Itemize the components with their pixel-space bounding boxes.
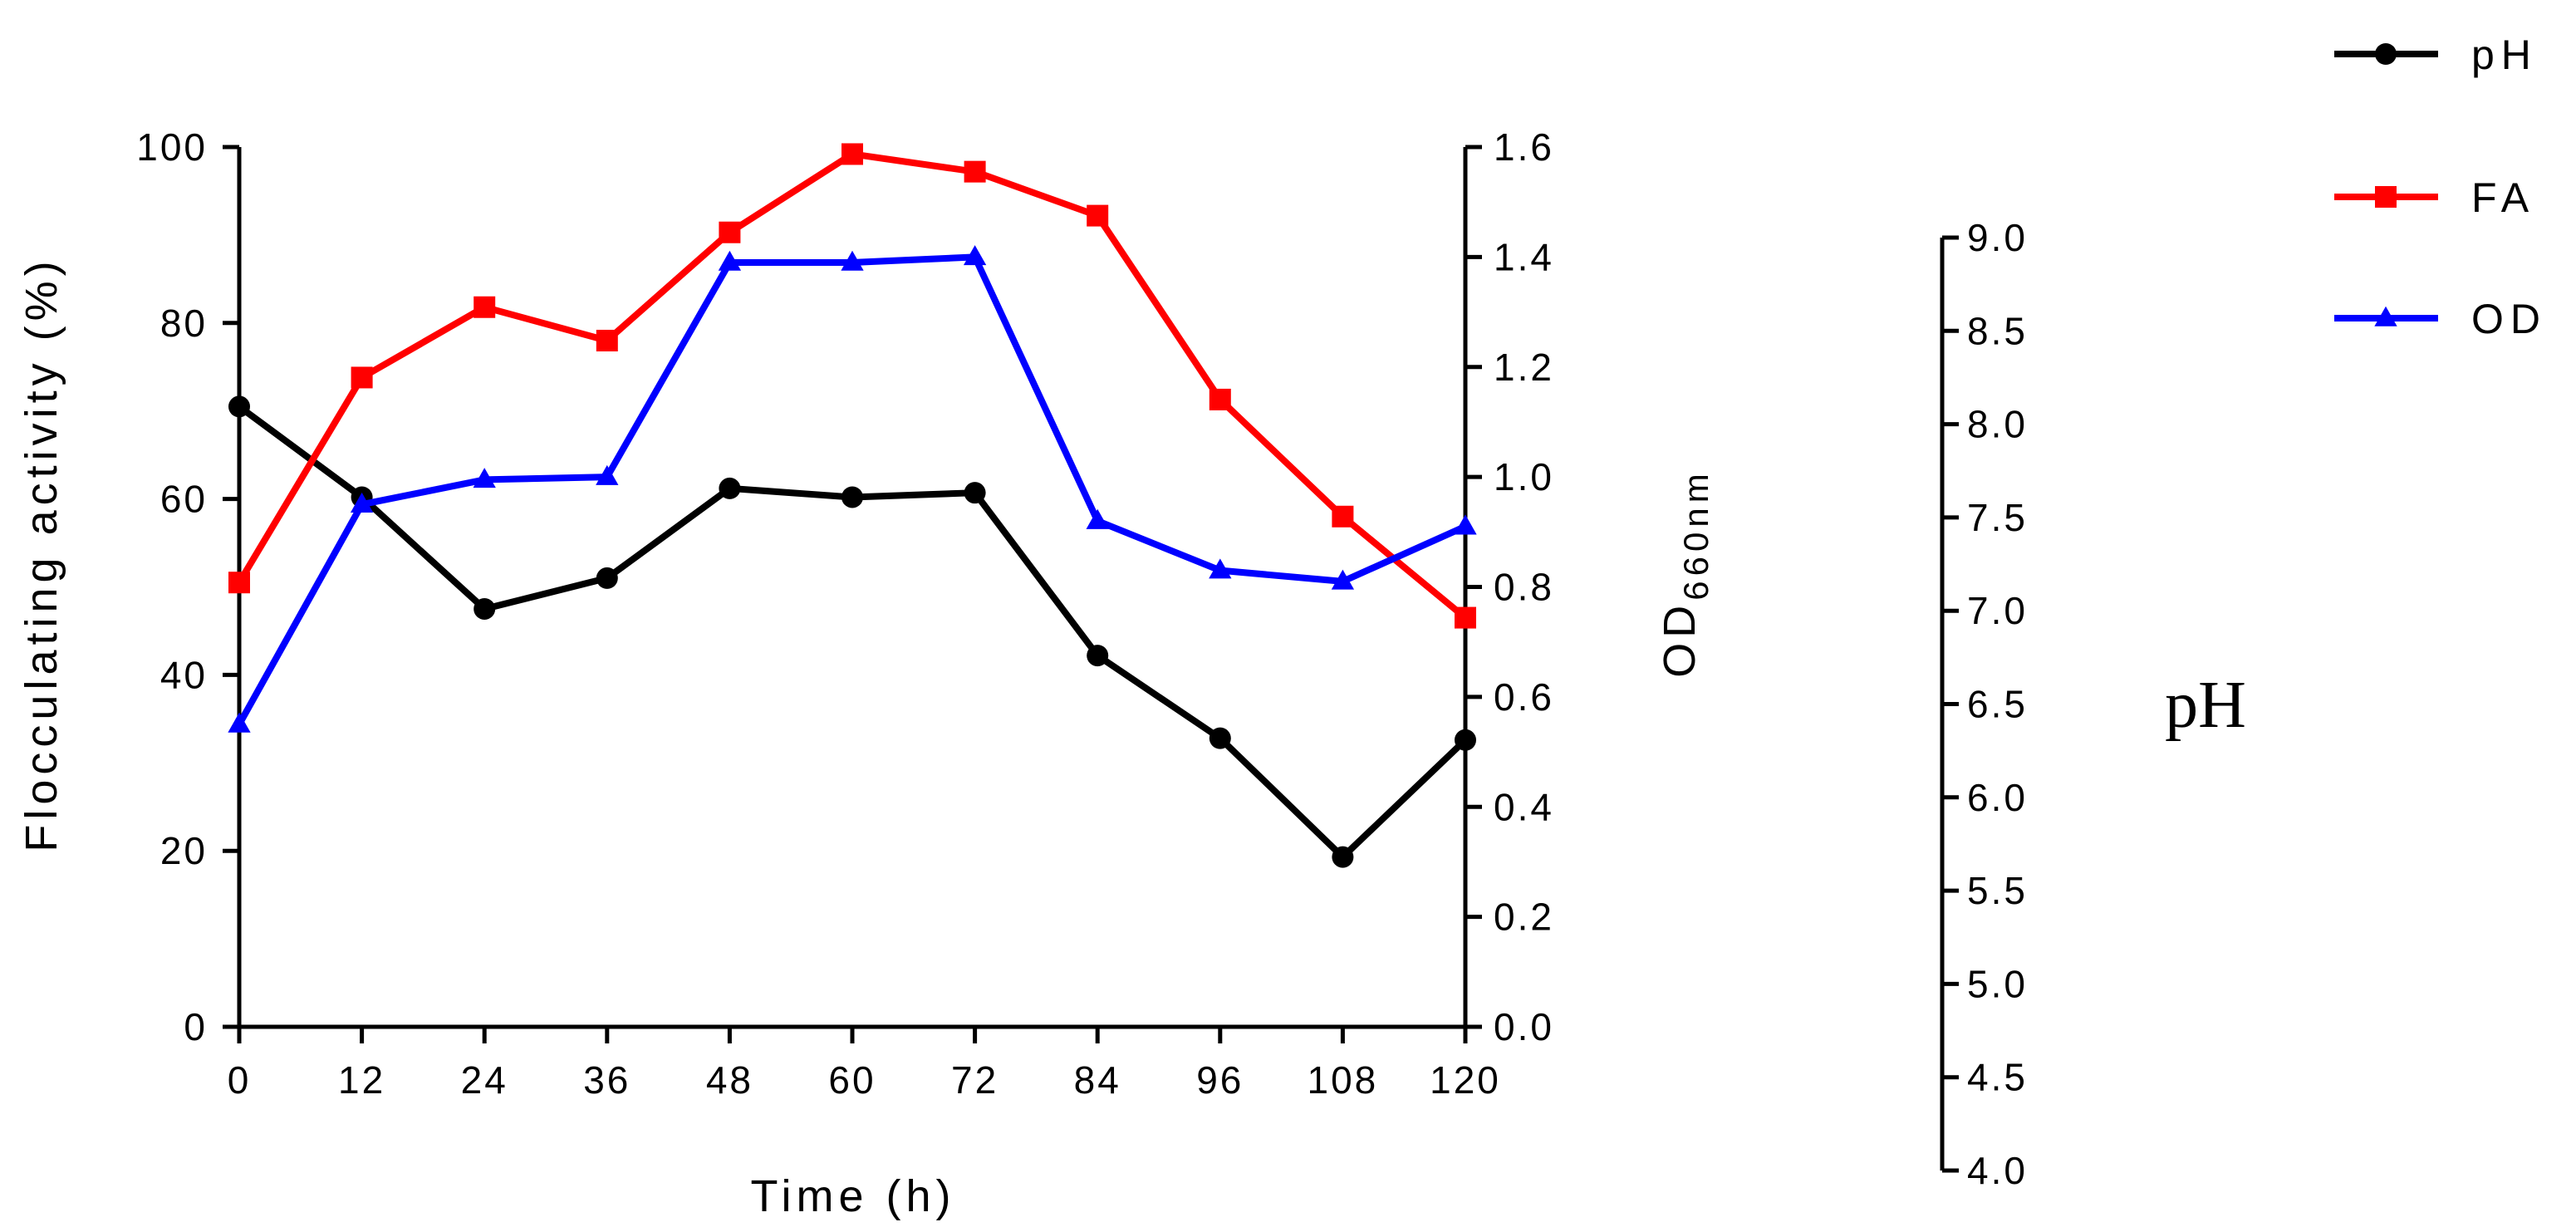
data-point-od [350, 492, 374, 513]
data-point-ph [1455, 729, 1476, 751]
data-point-ph [228, 395, 250, 418]
data-point-ph [719, 477, 741, 499]
ph-tick-label: 6.5 [1967, 683, 2028, 726]
data-point-ph [1332, 846, 1354, 868]
right-y-tick-label: 1.6 [1494, 125, 1554, 169]
data-point-fa [1087, 204, 1109, 227]
x-tick-label: 84 [1074, 1058, 1121, 1102]
data-point-od [963, 245, 987, 266]
ph-tick-label: 4.5 [1967, 1056, 2028, 1099]
legend-item-fa: FA [2334, 174, 2535, 221]
data-point-fa [841, 143, 863, 165]
right-y-tick-label: 0.4 [1494, 785, 1554, 828]
legend-label-od: OD [2471, 296, 2547, 342]
right-y-tick-label: 1.4 [1494, 235, 1554, 278]
series-line-ph [237, 404, 1468, 861]
legend: pH FA OD [2334, 32, 2547, 342]
data-point-ph [473, 597, 496, 620]
ph-tick-label: 7.0 [1967, 589, 2028, 632]
od-label: OD [1655, 601, 1705, 678]
x-tick-label: 0 [228, 1058, 252, 1102]
x-tick-label: 12 [338, 1058, 385, 1102]
x-tick-label: 120 [1430, 1058, 1501, 1102]
x-tick-label: 48 [706, 1058, 753, 1102]
x-tick-label: 36 [583, 1058, 631, 1102]
data-point-ph [596, 567, 618, 589]
data-point-od [718, 250, 742, 271]
x-axis-title: Time (h) [751, 1171, 956, 1221]
series-fa [228, 143, 1476, 629]
right-y-tick-label: 0.6 [1494, 675, 1554, 719]
left-y-axis-title: Flocculating activity (%) [17, 256, 66, 852]
right-y-tick-label: 0.8 [1494, 566, 1554, 609]
data-point-fa [473, 296, 496, 318]
axes: 0 12 24 36 48 60 72 84 96 108 120 0 20 40 60 80 100 0.0 0.… [136, 125, 2028, 1192]
data-point-fa [964, 160, 986, 183]
data-point-ph [841, 486, 863, 508]
data-point-od [1331, 569, 1355, 590]
right-y-tick-label: 1.0 [1494, 455, 1554, 498]
legend-item-od: OD [2334, 296, 2547, 342]
legend-label-fa: FA [2471, 174, 2535, 221]
right-y-tick-label: 0.0 [1494, 1005, 1554, 1048]
x-tick-label: 60 [828, 1058, 876, 1102]
right-y-tick-label: 0.2 [1494, 896, 1554, 939]
data-point-od [228, 712, 251, 733]
legend-marker-ph [2375, 43, 2397, 65]
left-y-tick-label: 80 [160, 302, 208, 345]
od-subscript: 660nm [1676, 469, 1715, 600]
data-point-od [1086, 508, 1109, 529]
data-point-od [1209, 558, 1232, 579]
ph-tick-label: 5.5 [1967, 869, 2028, 912]
data-point-fa [1332, 505, 1354, 528]
x-tick-label: 24 [461, 1058, 508, 1102]
ph-tick-label: 8.0 [1967, 403, 2028, 446]
left-y-tick-label: 100 [136, 125, 208, 169]
data-point-fa [228, 572, 250, 594]
right-y-tick-label: 1.2 [1494, 346, 1554, 389]
series-line-fa [236, 150, 1468, 621]
left-y-tick-label: 60 [160, 478, 208, 521]
legend-marker-fa [2375, 186, 2397, 208]
data-point-ph [1087, 645, 1109, 667]
ph-tick-label: 8.5 [1967, 309, 2028, 352]
data-point-od [1454, 514, 1477, 535]
ph-tick-label: 4.0 [1967, 1149, 2028, 1192]
series-od [228, 245, 1477, 733]
legend-marker-od [2374, 306, 2397, 326]
data-point-ph [964, 482, 986, 504]
data-point-fa [1209, 388, 1231, 410]
right-y-axis-title: OD660nm [1655, 469, 1715, 677]
ph-tick-label: 9.0 [1967, 216, 2028, 259]
data-point-fa [351, 366, 373, 389]
data-point-ph [1209, 727, 1231, 749]
ph-axis-title: pH [2165, 669, 2246, 742]
data-point-od [841, 250, 864, 271]
x-tick-label: 108 [1308, 1058, 1379, 1102]
data-point-fa [596, 329, 618, 351]
x-tick-label: 72 [951, 1058, 999, 1102]
left-y-tick-label: 0 [184, 1005, 208, 1048]
data-point-od [473, 468, 496, 488]
legend-item-ph: pH [2334, 32, 2538, 78]
left-y-tick-label: 40 [160, 653, 208, 696]
ph-tick-label: 7.5 [1967, 496, 2028, 539]
data-point-od [596, 464, 619, 485]
ph-tick-label: 5.0 [1967, 962, 2028, 1005]
left-y-tick-label: 20 [160, 829, 208, 872]
x-tick-label: 96 [1196, 1058, 1244, 1102]
legend-label-ph: pH [2471, 32, 2538, 78]
series [228, 143, 1477, 868]
ph-tick-label: 6.0 [1967, 776, 2028, 819]
data-point-fa [1455, 606, 1476, 629]
data-point-fa [719, 221, 741, 243]
